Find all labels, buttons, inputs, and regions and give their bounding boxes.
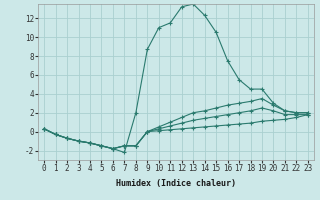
X-axis label: Humidex (Indice chaleur): Humidex (Indice chaleur) (116, 179, 236, 188)
